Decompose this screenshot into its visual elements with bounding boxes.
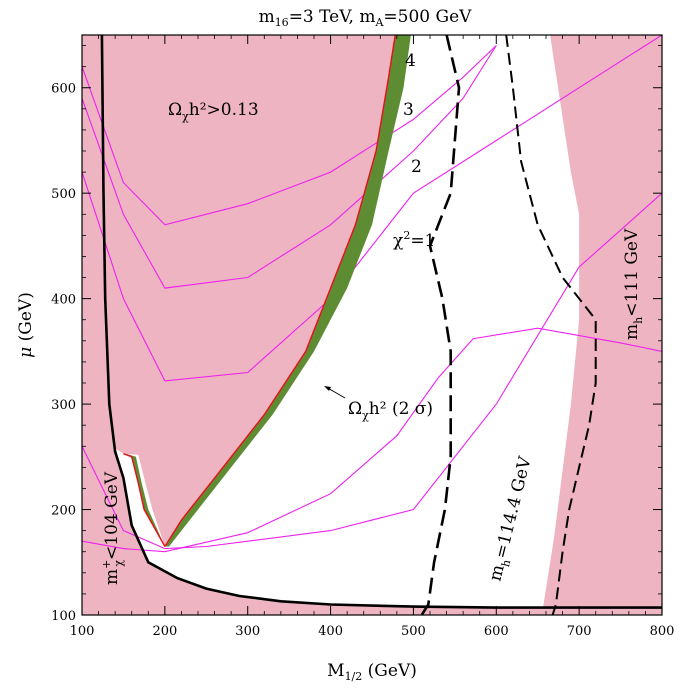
mh-111-line	[505, 35, 597, 615]
relic-density-band	[123, 35, 411, 547]
x-tick-label-200: 200	[152, 624, 177, 639]
relic-bound-label: Ωχh²>0.13	[168, 100, 259, 123]
mh-111-label: mh<111 GeV	[622, 228, 645, 340]
x-tick-label-500: 500	[401, 624, 426, 639]
chargino-label: m+χ<104 GeV	[100, 471, 125, 585]
x-tick-label-300: 300	[235, 624, 260, 639]
chi2-contour-1	[82, 327, 662, 553]
mh-1144-line	[420, 35, 461, 615]
relic-excluded-region	[82, 35, 396, 547]
x-tick-label-700: 700	[567, 624, 592, 639]
y-axis-label: μ (GeV)	[16, 292, 36, 358]
band-label-arrowhead	[324, 386, 331, 391]
chi2-3-label: 3	[403, 100, 414, 120]
boundary-lines	[100, 35, 662, 615]
y-tick-label-200: 200	[51, 504, 76, 519]
chi2-1-label: χ2=1	[393, 229, 435, 251]
y-tick-label-300: 300	[51, 398, 76, 413]
relic-band-stub-edge	[123, 453, 166, 547]
mh-1144-label: mh=114.4 GeV	[485, 454, 538, 584]
chargino-line	[100, 35, 662, 609]
higgs-excluded-region	[541, 35, 662, 615]
chargino-excluded-region	[82, 35, 662, 615]
y-tick-label-500: 500	[51, 187, 76, 202]
x-tick-label-100: 100	[70, 624, 95, 639]
excluded-regions	[82, 35, 662, 615]
relic-band-edge	[164, 35, 396, 547]
x-tick-label-600: 600	[484, 624, 509, 639]
x-axis-label: M1/2 (GeV)	[327, 661, 417, 683]
y-tick-label-100: 100	[51, 609, 76, 624]
chi2-4-label: 4	[405, 51, 416, 71]
band-label: Ωχh² (2 σ)	[348, 399, 433, 422]
plot-frame	[81, 34, 663, 616]
y-tick-label-600: 600	[51, 82, 76, 97]
chi2-contour-5	[82, 45, 497, 226]
chart-title: m16=3 TeV, mA=500 GeV	[259, 7, 473, 29]
x-tick-label-400: 400	[318, 624, 343, 639]
y-tick-label-400: 400	[51, 293, 76, 308]
chi2-contour-2	[82, 192, 662, 550]
x-tick-label-800: 800	[650, 624, 675, 639]
relic-band-stub-fill	[123, 453, 165, 547]
axis-ticks: 100 200 300 400 500 600 700 800 100 200 300 400 500 6…	[51, 35, 674, 639]
chi2-2-label: 2	[411, 157, 422, 177]
chi2-contour-4	[82, 45, 497, 289]
